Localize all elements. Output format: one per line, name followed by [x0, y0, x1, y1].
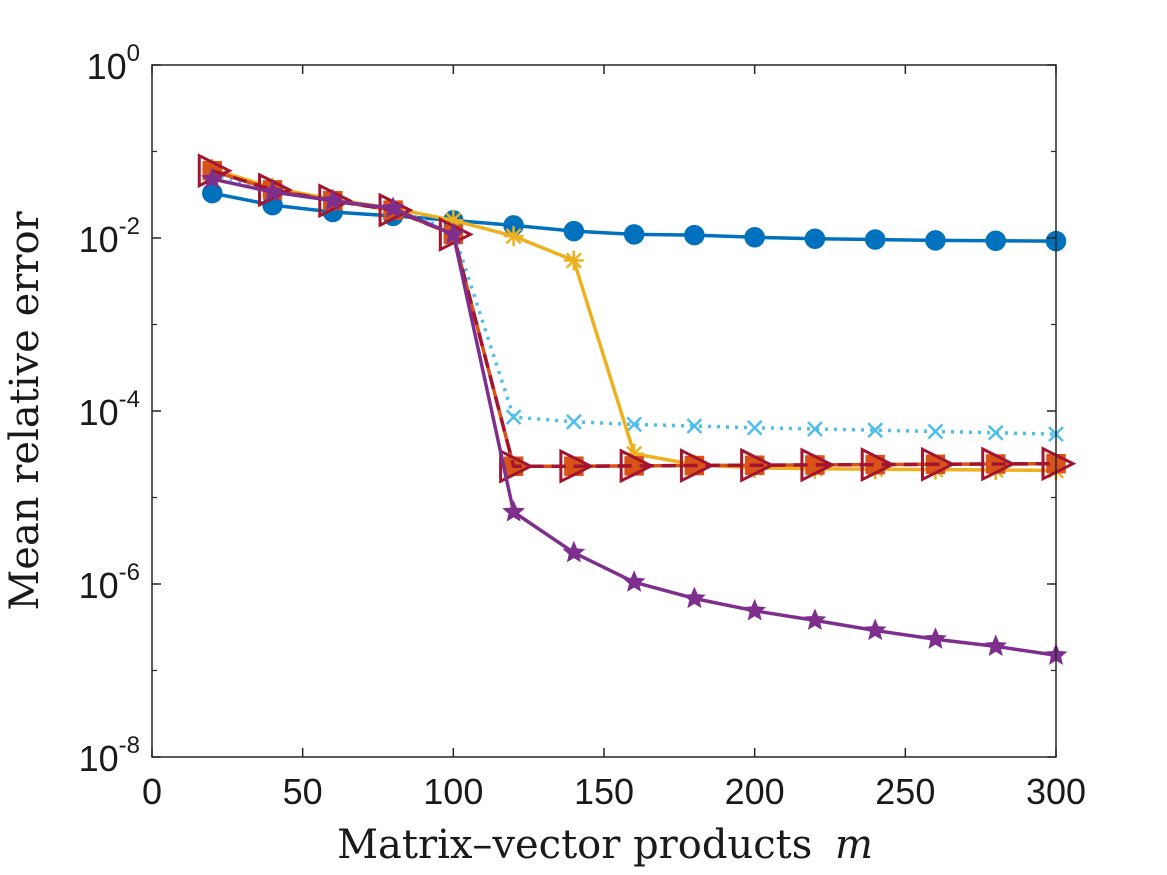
x-tick-label: 150	[574, 771, 634, 812]
data-point	[684, 224, 705, 246]
data-point	[987, 424, 1004, 441]
data-point	[927, 423, 944, 440]
data-point	[683, 586, 706, 609]
data-point	[626, 416, 643, 433]
data-point	[622, 570, 646, 592]
y-tick-label: 10-6	[79, 559, 140, 606]
data-point	[924, 627, 947, 649]
x-tick-label: 200	[725, 771, 785, 812]
data-point	[441, 222, 465, 245]
data-point	[981, 446, 1017, 482]
y-tick-label: 10-4	[79, 386, 140, 433]
data-point	[624, 443, 645, 464]
data-point	[200, 167, 224, 189]
axes: 0 50 100 150 200 250 300 10-8 10-6 10-4 10-2 100	[79, 40, 1086, 812]
data-point	[740, 447, 776, 483]
x-tick-label: 0	[142, 771, 162, 812]
y-tick-label: 10-2	[79, 213, 140, 260]
data-point	[985, 230, 1006, 251]
data-point	[804, 228, 826, 250]
data-point	[1041, 446, 1077, 482]
x-tick-label: 100	[423, 771, 483, 812]
data-point	[743, 598, 767, 621]
data-point	[321, 188, 345, 211]
data-point	[746, 419, 763, 436]
data-point	[563, 250, 584, 271]
data-point	[863, 618, 887, 641]
data-point	[261, 180, 284, 202]
data-point	[800, 447, 836, 483]
data-point	[619, 448, 655, 484]
data-point	[381, 196, 405, 219]
data-point	[623, 224, 645, 245]
data-point	[686, 418, 703, 434]
data-point	[807, 421, 823, 437]
series-line	[211, 172, 1057, 436]
x-axis-label: Matrix–vector products m	[337, 822, 873, 868]
y-axis-label: Mean relative error	[2, 210, 48, 610]
data-point	[318, 183, 354, 219]
y-tick-label: 10-8	[79, 732, 140, 779]
x-tick-label: 250	[875, 771, 935, 812]
axes-box	[151, 64, 1057, 758]
data-point	[443, 210, 464, 231]
x-axis-label-text: Matrix–vector products	[337, 822, 812, 868]
data-point	[565, 413, 582, 430]
data-point	[559, 448, 595, 484]
data-point	[505, 409, 522, 425]
data-point	[499, 448, 534, 484]
series-purple-star	[200, 167, 1068, 665]
data-point	[503, 226, 524, 247]
data-point	[803, 608, 827, 631]
data-point	[744, 227, 765, 248]
data-point	[679, 448, 715, 483]
data-point	[867, 422, 884, 439]
data-point	[864, 229, 886, 250]
data-point	[562, 540, 586, 563]
data-point	[925, 230, 946, 251]
data-point	[860, 447, 896, 483]
data-point	[202, 182, 223, 204]
x-axis-label-symbol: m	[835, 822, 873, 868]
y-tick-label: 100	[87, 40, 140, 87]
data-point	[563, 220, 585, 242]
plot-area	[197, 153, 1077, 665]
x-tick-label: 50	[283, 771, 323, 812]
data-point	[984, 634, 1008, 657]
axis-labels: Matrix–vector products m Mean relative e…	[2, 210, 873, 868]
data-point	[920, 446, 956, 482]
data-point	[502, 500, 525, 522]
x-tick-label: 300	[1026, 771, 1086, 812]
